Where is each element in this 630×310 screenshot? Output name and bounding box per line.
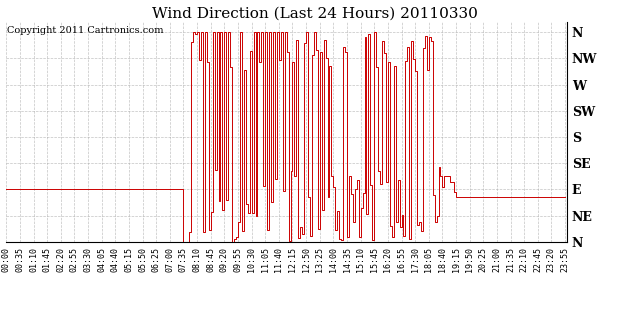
Text: Wind Direction (Last 24 Hours) 20110330: Wind Direction (Last 24 Hours) 20110330 (152, 6, 478, 20)
Text: Copyright 2011 Cartronics.com: Copyright 2011 Cartronics.com (8, 26, 164, 35)
